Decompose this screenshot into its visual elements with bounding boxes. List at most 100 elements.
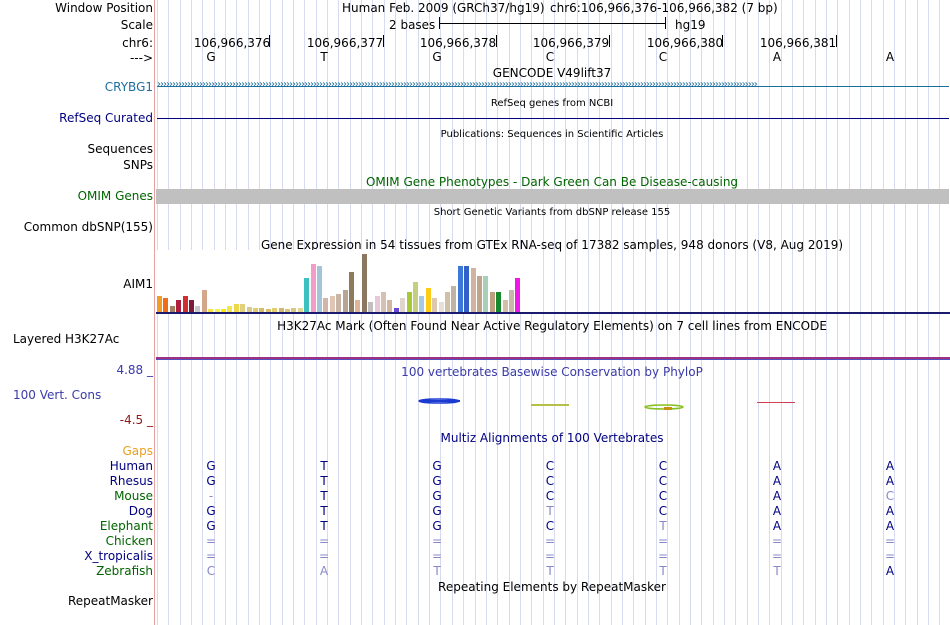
h3k27ac-signal-2[interactable]	[156, 359, 950, 360]
gtex-tissue-bar[interactable]	[413, 282, 418, 312]
gtex-tissue-bar[interactable]	[163, 298, 168, 312]
gtex-tissue-bar[interactable]	[349, 272, 354, 312]
species-label-x_tropicalis[interactable]: X_tropicalis	[84, 549, 153, 563]
repeatmasker-label[interactable]: RepeatMasker	[67, 594, 153, 608]
species-label-mouse[interactable]: Mouse	[114, 489, 153, 503]
alignment-base: A	[885, 519, 895, 533]
gtex-tissue-bar[interactable]	[279, 308, 284, 312]
gtex-tissue-bar[interactable]	[157, 296, 162, 312]
gtex-tissue-bar[interactable]	[464, 266, 469, 312]
h3k27ac-label[interactable]: Layered H3K27Ac	[13, 332, 120, 346]
gtex-tissue-bar[interactable]	[202, 290, 207, 312]
alignment-base: G	[206, 474, 216, 488]
gtex-tissue-bar[interactable]	[439, 302, 444, 312]
alignment-base: G	[432, 474, 442, 488]
refseq-gene-line[interactable]	[157, 118, 949, 119]
gtex-tissue-bar[interactable]	[208, 309, 213, 312]
h3k27ac-signal[interactable]	[156, 357, 950, 359]
gtex-tissue-bar[interactable]	[400, 298, 405, 312]
gtex-label-aim1[interactable]: AIM1	[123, 277, 153, 291]
gtex-title: Gene Expression in 54 tissues from GTEx …	[260, 238, 844, 252]
alignment-base: G	[432, 459, 442, 473]
gtex-tissue-bar[interactable]	[432, 298, 437, 312]
gtex-tissue-bar[interactable]	[477, 276, 482, 312]
gtex-tissue-bar[interactable]	[285, 309, 290, 312]
gaps-label[interactable]: Gaps	[122, 444, 153, 458]
gtex-tissue-bar[interactable]	[445, 292, 450, 312]
alignment-base: A	[885, 564, 895, 578]
gtex-tissue-bar[interactable]	[362, 254, 367, 312]
gtex-tissue-bar[interactable]	[496, 292, 501, 312]
gtex-bar-chart[interactable]	[156, 250, 534, 312]
phylop-mark-3-bar	[664, 407, 672, 410]
alignment-base: =	[657, 534, 669, 548]
base-letter: T	[320, 50, 328, 64]
gtex-tissue-bar[interactable]	[298, 308, 303, 312]
coord-tick	[269, 35, 270, 47]
species-label-human[interactable]: Human	[109, 459, 153, 473]
gtex-tissue-bar[interactable]	[323, 298, 328, 312]
sequences-label[interactable]: Sequences	[87, 142, 153, 156]
gtex-tissue-bar[interactable]	[272, 308, 277, 312]
omim-label[interactable]: OMIM Genes	[77, 189, 153, 203]
gtex-tissue-bar[interactable]	[343, 290, 348, 312]
snps-label[interactable]: SNPs	[123, 158, 153, 172]
gtex-tissue-bar[interactable]	[368, 302, 373, 312]
alignment-base: G	[432, 489, 442, 503]
gtex-tissue-bar[interactable]	[259, 308, 264, 312]
omim-gene-bar[interactable]	[156, 189, 949, 204]
gtex-tissue-bar[interactable]	[407, 292, 412, 312]
gtex-tissue-bar[interactable]	[490, 292, 495, 312]
species-label-rhesus[interactable]: Rhesus	[109, 474, 153, 488]
gtex-tissue-bar[interactable]	[215, 309, 220, 312]
gtex-tissue-bar[interactable]	[355, 300, 360, 312]
species-label-zebrafish[interactable]: Zebrafish	[96, 564, 153, 578]
gtex-tissue-bar[interactable]	[195, 306, 200, 312]
gtex-tissue-bar[interactable]	[221, 309, 226, 312]
gtex-tissue-bar[interactable]	[291, 308, 296, 312]
gtex-tissue-bar[interactable]	[336, 294, 341, 312]
gtex-tissue-bar[interactable]	[387, 300, 392, 312]
crybg1-gene-line[interactable]	[157, 86, 949, 87]
gtex-tissue-bar[interactable]	[234, 304, 239, 312]
gtex-tissue-bar[interactable]	[375, 296, 380, 312]
gtex-tissue-bar[interactable]	[189, 300, 194, 312]
gtex-tissue-bar[interactable]	[304, 278, 309, 312]
gtex-tissue-bar[interactable]	[509, 290, 514, 312]
crybg1-strand-arrows[interactable]: ››››››››››››››››››››››››››››››››››››››››…	[157, 79, 758, 90]
species-label-elephant[interactable]: Elephant	[99, 519, 153, 533]
gtex-tissue-bar[interactable]	[394, 308, 399, 312]
alignment-base: =	[544, 549, 556, 563]
gtex-tissue-bar[interactable]	[170, 306, 175, 312]
gtex-tissue-bar[interactable]	[503, 300, 508, 312]
alignment-base: C	[658, 459, 668, 473]
gtex-tissue-bar[interactable]	[471, 268, 476, 312]
gtex-tissue-bar[interactable]	[253, 308, 258, 312]
label-separator	[154, 0, 155, 625]
gtex-tissue-bar[interactable]	[247, 307, 252, 312]
gtex-tissue-bar[interactable]	[176, 300, 181, 312]
gtex-tissue-bar[interactable]	[330, 296, 335, 312]
gtex-tissue-bar[interactable]	[458, 266, 463, 312]
gtex-tissue-bar[interactable]	[483, 276, 488, 312]
gtex-tissue-bar[interactable]	[426, 288, 431, 312]
phylop-label[interactable]: 100 Vert. Cons	[13, 388, 102, 402]
gtex-tissue-bar[interactable]	[515, 278, 520, 312]
gtex-tissue-bar[interactable]	[311, 264, 316, 312]
dbsnp-label[interactable]: Common dbSNP(155)	[23, 220, 153, 234]
gtex-tissue-bar[interactable]	[451, 286, 456, 312]
gtex-tissue-bar[interactable]	[419, 296, 424, 312]
species-label-dog[interactable]: Dog	[128, 504, 153, 518]
dbsnp-title: Short Genetic Variants from dbSNP releas…	[433, 207, 671, 218]
species-label-chicken[interactable]: Chicken	[105, 534, 153, 548]
gtex-tissue-bar[interactable]	[240, 304, 245, 312]
gtex-tissue-bar[interactable]	[381, 292, 386, 312]
alignment-base: =	[205, 534, 217, 548]
gtex-tissue-bar[interactable]	[183, 296, 188, 312]
gtex-tissue-bar[interactable]	[227, 306, 232, 312]
gene-label-crybg1[interactable]: CRYBG1	[104, 80, 153, 94]
alignment-base: C	[545, 519, 555, 533]
gtex-tissue-bar[interactable]	[317, 266, 322, 312]
gtex-tissue-bar[interactable]	[266, 309, 271, 312]
refseq-label[interactable]: RefSeq Curated	[59, 111, 153, 125]
